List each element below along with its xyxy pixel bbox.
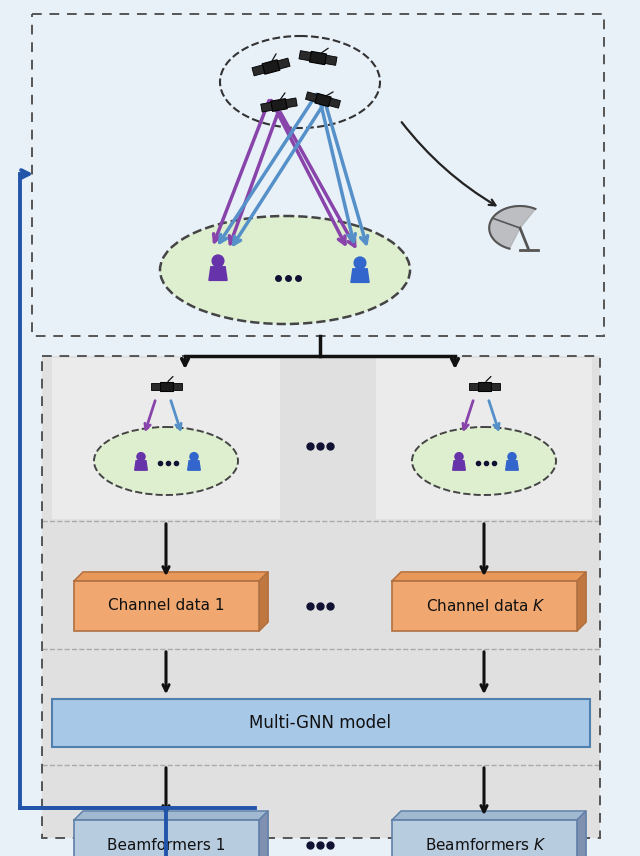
Bar	[32, 14, 604, 336]
Bar	[309, 51, 326, 65]
Polygon shape	[259, 811, 268, 856]
Polygon shape	[392, 572, 586, 581]
Bar	[52, 699, 590, 747]
Bar	[252, 65, 264, 76]
Bar	[74, 820, 259, 856]
Polygon shape	[134, 461, 147, 470]
Bar	[325, 56, 337, 65]
Polygon shape	[506, 461, 518, 470]
Text: Channel data 1: Channel data 1	[108, 598, 224, 614]
Bar	[42, 356, 600, 838]
Bar	[477, 382, 490, 390]
Bar	[305, 92, 317, 102]
Circle shape	[455, 453, 463, 461]
Text: Multi-GNN model: Multi-GNN model	[249, 714, 391, 732]
Bar	[173, 383, 182, 389]
Polygon shape	[188, 461, 200, 470]
Circle shape	[137, 453, 145, 461]
Circle shape	[508, 453, 516, 461]
Polygon shape	[577, 572, 586, 631]
Bar	[392, 581, 577, 631]
Polygon shape	[74, 811, 268, 820]
Text: Beamformers $K$: Beamformers $K$	[426, 837, 547, 853]
Bar	[299, 51, 311, 61]
Bar	[315, 93, 331, 107]
Bar	[262, 60, 280, 74]
Bar	[271, 98, 287, 111]
Bar	[392, 820, 577, 856]
Bar	[490, 383, 499, 389]
Text: Channel data $K$: Channel data $K$	[426, 598, 546, 614]
Bar	[468, 383, 477, 389]
Polygon shape	[209, 267, 227, 281]
Bar	[285, 98, 297, 108]
Ellipse shape	[160, 216, 410, 324]
Bar	[52, 358, 280, 519]
Ellipse shape	[412, 427, 556, 495]
Bar	[42, 356, 600, 838]
Polygon shape	[74, 572, 268, 581]
Bar	[329, 98, 340, 108]
Bar	[32, 14, 604, 336]
Circle shape	[212, 255, 224, 267]
Polygon shape	[392, 811, 586, 820]
Ellipse shape	[94, 427, 238, 495]
Polygon shape	[452, 461, 465, 470]
Text: Beamformers 1: Beamformers 1	[107, 837, 225, 853]
Bar	[74, 581, 259, 631]
Polygon shape	[577, 811, 586, 856]
Polygon shape	[489, 206, 536, 249]
Polygon shape	[259, 572, 268, 631]
Bar	[260, 103, 273, 112]
Bar	[150, 383, 159, 389]
Bar	[278, 58, 290, 69]
Bar	[376, 358, 592, 519]
Bar	[159, 382, 173, 390]
Circle shape	[190, 453, 198, 461]
Circle shape	[354, 257, 366, 269]
Polygon shape	[351, 269, 369, 282]
